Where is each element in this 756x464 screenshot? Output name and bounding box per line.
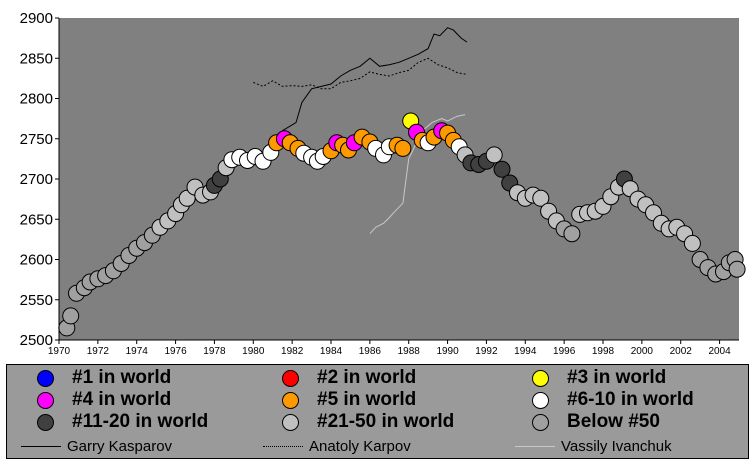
legend-item: Below #50 [532,411,660,433]
x-tick-label: 1976 [164,346,187,357]
legend-label: #2 in world [317,367,417,388]
y-tick-label: 2500 [20,332,53,349]
legend-line-item: Vassily Ivanchuk [515,435,672,457]
data-point [394,139,412,157]
legend-line-label: Anatoly Karpov [309,437,411,455]
legend-label: #5 in world [317,389,417,410]
x-tick-label: 1998 [592,346,615,357]
legend-item: #2 in world [282,367,416,389]
x-tick-label: 2002 [670,346,693,357]
x-tick-label: 1972 [87,346,110,357]
legend-label: #4 in world [72,389,172,410]
data-point [563,225,581,243]
legend-item: #6-10 in world [532,389,694,411]
y-tick-label: 2600 [20,252,53,269]
legend-item: #3 in world [532,367,666,389]
legend-line-item: Garry Kasparov [21,435,172,457]
y-tick-label: 2800 [20,91,53,108]
x-tick-label: 1982 [281,346,304,357]
legend-item: #5 in world [282,389,416,411]
legend: #1 in world #2 in world #3 in world #4 in w… [6,364,749,459]
x-tick-label: 2004 [708,346,731,357]
x-tick-label: 2000 [631,346,654,357]
legend-label: #6-10 in world [567,389,694,410]
x-tick-label: 1980 [242,346,265,357]
legend-marker [37,413,54,431]
plot-area [59,18,739,340]
y-tick-label: 2900 [20,10,53,27]
x-tick-label: 1978 [203,346,226,357]
legend-item: #11-20 in world [37,411,208,433]
y-tick-label: 2700 [20,171,53,188]
data-point [62,307,80,325]
legend-marker [282,413,299,431]
x-tick-label: 1970 [48,346,71,357]
legend-marker [37,391,54,409]
legend-item: #21-50 in world [282,411,454,433]
series-line-anatoly-karpov [253,57,468,90]
x-tick-label: 1992 [475,346,498,357]
x-tick-label: 1984 [320,346,343,357]
legend-marker [532,369,549,387]
rating-chart: 2500 2550 2600 2650 2700 2750 2800 2850 2900 197… [20,10,746,357]
legend-line-swatch [515,445,555,447]
data-point [493,160,511,178]
y-tick-label: 2550 [20,292,53,309]
legend-item: #1 in world [37,367,171,389]
legend-line-label: Garry Kasparov [67,437,173,455]
data-point [683,234,701,252]
y-tick-label: 2850 [20,50,53,67]
legend-line-swatch [21,445,61,447]
y-tick-label: 2650 [20,211,53,228]
data-point [532,189,550,207]
x-tick-label: 1988 [398,346,421,357]
legend-marker [37,369,54,387]
x-tick-label: 1990 [436,346,459,357]
legend-line-label: Vassily Ivanchuk [561,437,672,455]
legend-label: #3 in world [567,367,667,388]
series-line-garry-kasparov [282,27,468,132]
legend-line-item: Anatoly Karpov [263,435,411,457]
series-line-vassily-ivanchuk [369,114,466,235]
x-tick-label: 1974 [126,346,149,357]
data-point [485,146,503,164]
legend-line-swatch [263,445,303,447]
x-tick-label: 1994 [514,346,537,357]
x-tick-label: 1986 [359,346,382,357]
legend-label: #21-50 in world [317,411,455,432]
legend-item: #4 in world [37,389,171,411]
data-point [728,260,746,278]
legend-marker [532,391,549,409]
legend-label: #1 in world [72,367,172,388]
legend-label: #11-20 in world [72,411,209,432]
legend-marker [282,369,299,387]
y-tick-label: 2750 [20,131,53,148]
legend-label: Below #50 [567,411,660,432]
legend-marker [282,391,299,409]
x-tick-label: 1996 [553,346,576,357]
legend-marker [532,413,549,431]
